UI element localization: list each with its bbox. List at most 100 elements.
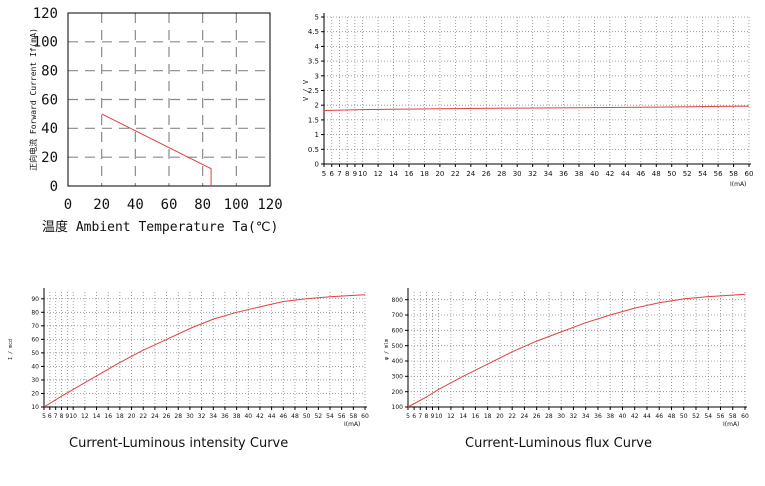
x-tick-label: 100 [224,197,249,213]
y-axis-label: I / mcd [8,339,14,360]
y-axis-label: φ / mlm [384,339,390,360]
x-tick-label: 10 [69,413,77,420]
intensity-caption: Current-Luminous intensity Curve [69,436,289,451]
x-axis-label: 温度 Ambient Temperature Ta(℃) [42,219,278,235]
x-tick-label: 9 [431,413,435,420]
plot-frame [67,12,271,187]
x-tick-label: 50 [667,170,676,178]
y-tick-label: 4.5 [308,28,319,36]
y-tick-label: 800 [392,297,404,304]
x-tick-label: 32 [198,413,206,420]
x-tick-label: 50 [303,413,311,420]
x-tick-label: 120 [257,197,282,213]
x-tick-label: 8 [424,413,428,420]
x-tick-label: 46 [655,413,663,420]
y-tick-label: 2 [315,102,319,110]
y-tick-label: 60 [31,336,39,343]
y-tick-label: 3.5 [308,58,319,66]
x-tick-label: 7 [54,413,58,420]
y-tick-label: 0 [315,160,319,168]
x-tick-label: 28 [497,170,506,178]
x-tick-label: 56 [714,170,723,178]
x-tick-label: 14 [459,413,467,420]
x-tick-label: 58 [350,413,358,420]
y-tick-label: 20 [41,150,58,166]
y-tick-label: 10 [31,404,39,411]
x-tick-label: 44 [268,413,276,420]
x-tick-label: 20 [496,413,504,420]
y-tick-label: 70 [31,323,39,330]
x-tick-label: 8 [60,413,64,420]
x-tick-label: 8 [345,170,349,178]
y-tick-label: 0 [50,179,58,195]
x-tick-label: 20 [435,170,444,178]
y-tick-label: 5 [315,13,319,21]
x-tick-label: 58 [729,170,738,178]
x-tick-label: 52 [314,413,322,420]
x-tick-label: 6 [412,413,416,420]
x-tick-label: 5 [322,170,326,178]
x-tick-label: 48 [668,413,676,420]
x-tick-label: 42 [605,170,614,178]
y-tick-label: 0.5 [308,146,319,154]
x-tick-label: 12 [81,413,89,420]
x-axis-label: I(mA) [730,181,746,188]
x-tick-label: 28 [174,413,182,420]
x-tick-label: 50 [680,413,688,420]
x-tick-label: 22 [508,413,516,420]
x-tick-label: 46 [636,170,645,178]
y-tick-label: 300 [392,373,404,380]
x-tick-label: 24 [466,170,475,178]
x-tick-label: 52 [683,170,692,178]
x-tick-label: 40 [127,197,144,213]
y-tick-label: 4 [315,43,320,51]
x-axis-label: I(mA) [723,421,739,428]
x-tick-label: 30 [186,413,194,420]
x-tick-label: 54 [698,170,707,178]
x-tick-label: 36 [221,413,229,420]
x-tick-label: 18 [484,413,492,420]
x-tick-label: 20 [128,413,136,420]
x-tick-label: 10 [435,413,443,420]
y-tick-label: 60 [41,92,58,108]
y-tick-label: 1 [315,131,319,139]
x-tick-label: 40 [590,170,599,178]
x-tick-label: 28 [545,413,553,420]
x-tick-label: 22 [451,170,460,178]
x-tick-label: 56 [338,413,346,420]
series-line [323,105,750,111]
x-tick-label: 10 [358,170,367,178]
x-tick-label: 26 [163,413,171,420]
voltage-chart: 5 6 7 8 9 10 12 14 16 18 20 22 24 26 28 30 32 34 36 38 40 42 4… [302,13,753,188]
x-tick-label: 44 [643,413,651,420]
y-tick-label: 90 [31,296,39,303]
x-tick-label: 54 [326,413,334,420]
series-line [407,293,746,408]
y-tick-label: 120 [33,6,58,22]
x-tick-label: 34 [544,170,553,178]
y-tick-label: 30 [31,377,39,384]
flux-caption: Current-Luminous flux Curve [465,436,652,451]
y-tick-label: 80 [41,64,58,80]
x-tick-label: 40 [244,413,252,420]
x-tick-label: 36 [594,413,602,420]
y-tick-label: 40 [31,364,39,371]
x-tick-label: 58 [729,413,737,420]
x-tick-label: 80 [194,197,211,213]
x-tick-label: 60 [161,197,178,213]
x-tick-label: 38 [233,413,241,420]
y-tick-label: 1.5 [308,116,319,124]
x-tick-label: 18 [116,413,124,420]
x-tick-label: 16 [472,413,480,420]
y-tick-label: 40 [41,121,58,137]
y-tick-label: 100 [33,35,58,51]
x-tick-label: 46 [279,413,287,420]
x-tick-label: 5 [42,413,46,420]
x-tick-label: 22 [139,413,147,420]
derating-chart: 0 20 40 60 80 100 120 0 20 40 60 80 100 120 温度 Ambient… [28,6,283,235]
x-tick-label: 9 [353,170,357,178]
x-tick-label: 34 [582,413,590,420]
x-tick-label: 18 [420,170,429,178]
x-tick-label: 24 [521,413,529,420]
x-tick-label: 26 [533,413,541,420]
